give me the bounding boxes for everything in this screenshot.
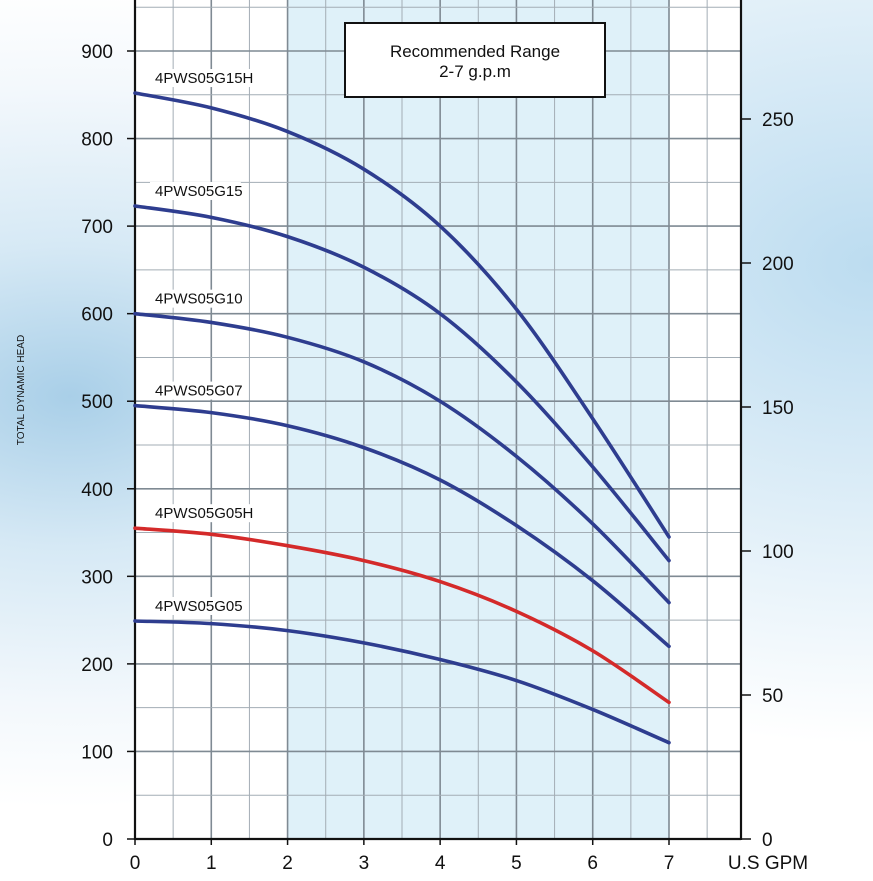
series-label-bg bbox=[150, 69, 250, 88]
y-tick-label: 900 bbox=[81, 42, 113, 63]
series-label-4pws05g15h: 4PWS05G15H bbox=[155, 70, 253, 87]
y-tick-label: 300 bbox=[81, 567, 113, 588]
x-tick-label: 0 bbox=[130, 853, 141, 874]
series-labels: 4PWS05G15H 4PWS05G15 4PWS05G10 4PWS05G07 4PW… bbox=[150, 69, 253, 615]
y-tick-labels: 0 100 200 300 400 500 600 700 800 900 bbox=[81, 42, 135, 851]
series-line-4pws05g07 bbox=[133, 403, 671, 649]
y2-tick-label: 0 bbox=[762, 830, 773, 851]
series-label-4pws05g05: 4PWS05G05 bbox=[155, 598, 243, 615]
axes bbox=[133, 0, 743, 841]
y-tick-label: 700 bbox=[81, 217, 113, 238]
y2-tick-label: 50 bbox=[762, 686, 783, 707]
callout-line-2: 2-7 g.p.m bbox=[439, 62, 511, 81]
x-tick-label: 3 bbox=[359, 853, 370, 874]
series-line-4pws05g15 bbox=[133, 204, 671, 563]
y-tick-label: 600 bbox=[81, 305, 113, 326]
series-label-bg bbox=[150, 289, 241, 308]
series-line-4pws05g05 bbox=[133, 619, 671, 745]
series-label-bg bbox=[150, 381, 241, 400]
series-label-4pws05g15: 4PWS05G15 bbox=[155, 183, 243, 200]
x-tick-label: 1 bbox=[206, 853, 217, 874]
y2-tick-label: 150 bbox=[762, 398, 794, 419]
x-tick-label: 4 bbox=[435, 853, 446, 874]
series-lines bbox=[133, 91, 671, 745]
y-tick-label: 400 bbox=[81, 480, 113, 501]
x-axis-label: U.S GPM bbox=[728, 853, 808, 874]
series-label-bg bbox=[150, 504, 250, 523]
series-label-bg bbox=[150, 181, 241, 200]
y-tick-label: 200 bbox=[81, 655, 113, 676]
y-tick-label: 800 bbox=[81, 130, 113, 151]
series-line-4pws05g05h bbox=[133, 526, 671, 705]
x-tick-labels: 0 1 2 3 4 5 6 7 bbox=[130, 839, 675, 874]
y-tick-label: 100 bbox=[81, 742, 113, 763]
y-tick-label: 0 bbox=[102, 830, 113, 851]
series-line-4pws05g10 bbox=[133, 311, 671, 605]
x-tick-label: 6 bbox=[587, 853, 598, 874]
y-tick-label: 500 bbox=[81, 392, 113, 413]
y2-tick-labels: 0 50 100 150 200 250 bbox=[741, 110, 794, 851]
x-tick-label: 7 bbox=[664, 853, 675, 874]
callout-box bbox=[344, 22, 606, 98]
x-tick-label: 5 bbox=[511, 853, 522, 874]
series-label-4pws05g10: 4PWS05G10 bbox=[155, 291, 243, 308]
y2-tick-label: 250 bbox=[762, 110, 794, 131]
x-tick-label: 2 bbox=[282, 853, 293, 874]
series-label-4pws05g05h: 4PWS05G05H bbox=[155, 505, 253, 522]
series-label-4pws05g07: 4PWS05G07 bbox=[155, 383, 243, 400]
callout-line-1: Recommended Range bbox=[390, 42, 560, 61]
series-line-4pws05g15h bbox=[133, 91, 671, 539]
y-axis-label: TOTAL DYNAMIC HEAD bbox=[16, 335, 27, 445]
series-label-bg bbox=[150, 596, 241, 615]
y2-tick-label: 200 bbox=[762, 254, 794, 275]
y2-tick-label: 100 bbox=[762, 542, 794, 563]
recommended-range-callout: Recommended Range 2-7 g.p.m bbox=[344, 22, 606, 98]
